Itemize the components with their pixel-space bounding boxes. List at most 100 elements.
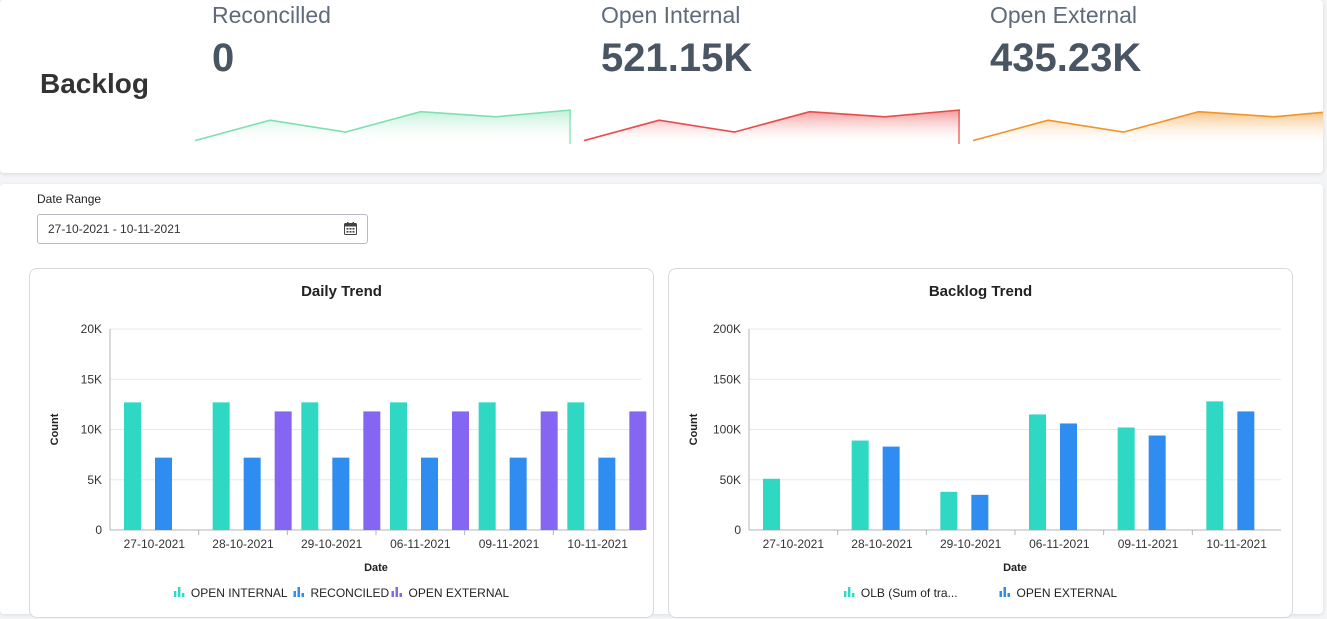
bar: [243, 457, 261, 530]
sparkline-area: [584, 110, 960, 144]
legend-bar-icon: [301, 593, 304, 597]
daily-trend-card: Daily Trend 0 5K 10K 15K 20K 27-10-2021 28-10-…: [29, 268, 654, 618]
bar: [1237, 411, 1255, 530]
x-tick-label: 29-10-2021: [301, 537, 363, 551]
legend-bar-icon: [843, 591, 847, 597]
kpi-sparkline: [973, 110, 1323, 144]
bar: [851, 440, 869, 530]
legend-label: OLB (Sum of tra...: [861, 586, 958, 600]
date-range-input[interactable]: 27-10-2021 - 10-11-2021: [37, 214, 368, 244]
x-axis-title: Date: [364, 562, 388, 574]
kpi-open-internal[interactable]: Open Internal 521.15K: [584, 0, 974, 150]
kpi-label: Reconcilled: [212, 2, 331, 28]
y-tick-label: 200K: [713, 322, 741, 336]
x-tick-label: 09-11-2021: [479, 537, 540, 551]
main-panel: Date Range 27-10-2021 - 10-11-2021 Daily…: [0, 184, 1323, 618]
bar: [1029, 414, 1046, 530]
x-tick-label: 29-10-2021: [940, 537, 1002, 551]
chart-title: Backlog Trend: [928, 283, 1033, 300]
bar: [363, 411, 381, 530]
bar: [598, 457, 616, 530]
legend-bar-icon: [181, 593, 185, 597]
kpi-label: Open Internal: [601, 2, 741, 28]
legend-bar-icon: [999, 591, 1002, 597]
bar: [763, 478, 780, 530]
x-tick-label: 10-11-2021: [1206, 537, 1267, 551]
y-tick-label: 0: [95, 523, 102, 537]
kpi-value: 435.23K: [990, 36, 1142, 80]
legend-bar-icon: [847, 587, 851, 597]
x-tick-label: 28-10-2021: [212, 537, 274, 551]
backlog-trend-card: Backlog Trend 0 50K 100K 150K 200K 27-10-2021…: [668, 268, 1293, 618]
kpi-value: 0: [212, 36, 235, 80]
y-axis-title: Count: [49, 413, 61, 445]
bar: [390, 402, 407, 530]
legend-label: OPEN EXTERNAL: [1017, 586, 1118, 600]
legend-item[interactable]: OLB (Sum of tra...: [843, 586, 958, 600]
legend-item[interactable]: OPEN INTERNAL: [173, 586, 288, 600]
date-range-label: Date Range: [37, 192, 102, 206]
bar: [478, 402, 496, 530]
y-tick-label: 150K: [713, 372, 741, 386]
bar: [212, 402, 230, 530]
legend-bar-icon: [851, 593, 855, 597]
y-tick-label: 20K: [81, 322, 102, 336]
bar: [1206, 401, 1224, 530]
legend-label: RECONCILED: [311, 586, 390, 600]
date-range-value: 27-10-2021 - 10-11-2021: [48, 222, 181, 236]
bar: [567, 402, 585, 530]
sparkline-line: [584, 109, 961, 142]
legend-bar-icon: [1007, 593, 1010, 597]
x-axis-title: Date: [1003, 562, 1027, 574]
sparkline-line: [195, 109, 572, 142]
bar: [1117, 427, 1135, 530]
bar: [509, 457, 527, 530]
bar: [421, 457, 438, 530]
y-tick-label: 0: [734, 523, 741, 537]
bar: [155, 457, 172, 530]
bar: [1060, 423, 1077, 530]
bar: [332, 457, 350, 530]
calendar-icon[interactable]: [344, 222, 357, 235]
page-title: Backlog: [40, 68, 149, 99]
bar: [301, 402, 319, 530]
kpi-open-external[interactable]: Open External 435.23K: [973, 0, 1323, 150]
legend-bar-icon: [297, 587, 300, 597]
x-tick-label: 28-10-2021: [851, 537, 913, 551]
x-tick-label: 06-11-2021: [390, 537, 451, 551]
sparkline-area: [973, 111, 1323, 144]
y-tick-label: 50K: [720, 473, 741, 487]
kpi-sparkline: [584, 109, 961, 144]
legend-item[interactable]: OPEN EXTERNAL: [999, 586, 1118, 600]
bar: [629, 411, 647, 530]
backlog-trend-chart: 0 50K 100K 150K 200K 27-10-2021 28-10-2021 29-1…: [688, 322, 1281, 600]
legend-bar-icon: [1003, 587, 1006, 597]
legend-bar-icon: [399, 593, 402, 597]
x-tick-label: 06-11-2021: [1029, 537, 1090, 551]
bar: [882, 446, 900, 530]
legend-bar-icon: [391, 591, 394, 597]
x-tick-label: 27-10-2021: [124, 537, 186, 551]
legend-item[interactable]: OPEN EXTERNAL: [391, 586, 510, 600]
legend-bar-icon: [177, 587, 181, 597]
bar: [274, 411, 292, 530]
kpi-value: 521.15K: [601, 36, 753, 80]
sparkline-line: [973, 110, 1323, 142]
y-tick-label: 15K: [81, 372, 102, 386]
bar: [452, 411, 469, 530]
legend-bar-icon: [395, 587, 398, 597]
x-tick-label: 10-11-2021: [567, 537, 628, 551]
x-tick-label: 27-10-2021: [763, 537, 825, 551]
y-tick-label: 100K: [713, 423, 741, 437]
legend-item[interactable]: RECONCILED: [293, 586, 390, 600]
x-tick-label: 09-11-2021: [1118, 537, 1179, 551]
chart-title: Daily Trend: [301, 283, 382, 300]
legend-bar-icon: [173, 591, 177, 597]
kpi-reconciled[interactable]: Reconcilled 0: [195, 0, 585, 150]
bar: [940, 491, 958, 530]
kpi-sparkline: [195, 109, 572, 144]
legend-label: OPEN INTERNAL: [191, 586, 288, 600]
y-axis-title: Count: [688, 413, 700, 445]
kpi-summary-card: Backlog Reconcilled 0 Open Internal 521.…: [0, 0, 1323, 173]
kpi-label: Open External: [990, 2, 1138, 28]
